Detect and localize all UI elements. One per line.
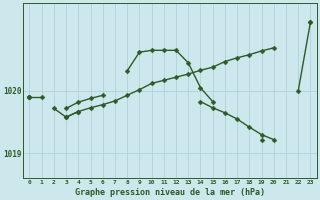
X-axis label: Graphe pression niveau de la mer (hPa): Graphe pression niveau de la mer (hPa) — [75, 188, 265, 197]
